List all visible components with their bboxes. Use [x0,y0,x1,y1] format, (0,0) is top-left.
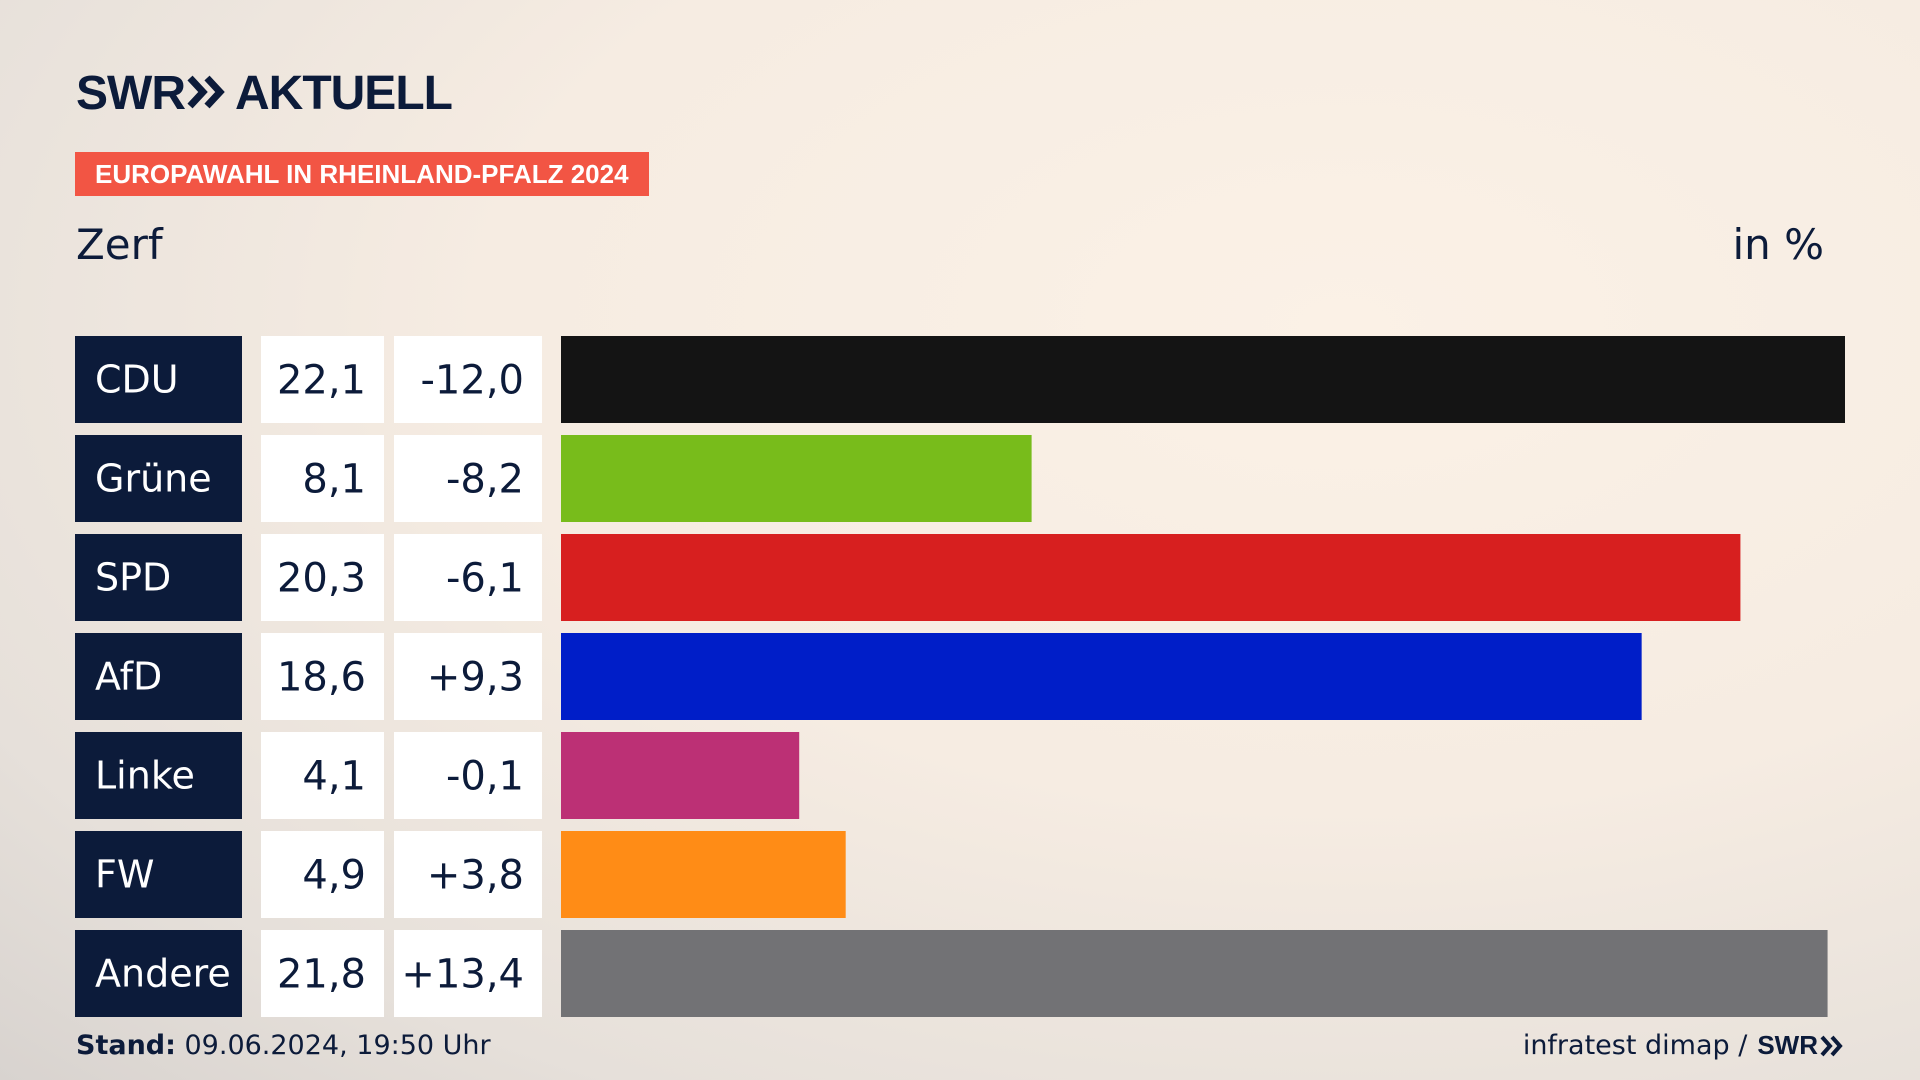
election-tag: EUROPAWAHL IN RHEINLAND-PFALZ 2024 [75,152,649,196]
change-box-afd [394,633,542,720]
change-label-afd: +9,3 [427,655,524,701]
value-label-fw: 4,9 [302,853,366,899]
source-credit: infratest dimap / SWR [1523,1030,1844,1061]
change-label-linke: -0,1 [446,754,524,800]
bar-linke [561,732,800,819]
change-box-gruene [394,435,542,522]
party-label-box-gruene [75,435,242,522]
double-chevron-icon [187,66,227,122]
place-title: Zerf [76,220,163,269]
change-box-linke [394,732,542,819]
party-label-spd: SPD [95,556,171,600]
party-label-box-fw [75,831,242,918]
party-label-andere: Andere [95,952,231,996]
swr-mini-logo: SWR [1757,1030,1844,1061]
party-label-box-spd [75,534,242,621]
change-label-fw: +3,8 [427,853,524,899]
party-label-box-cdu [75,336,242,423]
change-box-andere [394,930,542,1017]
value-box-andere [261,930,384,1017]
change-box-fw [394,831,542,918]
change-box-cdu [394,336,542,423]
change-label-spd: -6,1 [446,556,524,602]
value-box-cdu [261,336,384,423]
value-label-cdu: 22,1 [277,358,366,404]
change-label-cdu: -12,0 [421,358,525,404]
party-label-box-linke [75,732,242,819]
logo-aktuell-text: AKTUELL [234,67,453,120]
party-label-fw: FW [95,853,154,897]
value-label-spd: 20,3 [277,556,366,602]
bar-gruene [561,435,1032,522]
mini-logo-text: SWR [1757,1030,1818,1060]
value-label-andere: 21,8 [277,952,366,998]
change-label-gruene: -8,2 [446,457,524,503]
logo-swr-text: SWR [76,67,186,120]
bar-cdu [561,336,1845,423]
value-box-linke [261,732,384,819]
party-label-box-afd [75,633,242,720]
party-label-linke: Linke [95,754,195,798]
source-text: infratest dimap / [1522,1030,1748,1061]
party-label-cdu: CDU [95,358,179,402]
bar-spd [561,534,1741,621]
bar-andere [561,930,1828,1017]
unit-label: in % [1732,220,1824,269]
stand-value: 09.06.2024, 19:50 Uhr [175,1030,491,1061]
bar-fw [561,831,846,918]
party-label-box-andere [75,930,242,1017]
party-label-afd: AfD [95,655,162,699]
value-box-spd [261,534,384,621]
stand-label: Stand: [76,1030,176,1061]
value-box-afd [261,633,384,720]
value-label-afd: 18,6 [277,655,366,701]
party-label-gruene: Grüne [95,457,212,501]
timestamp: Stand: 09.06.2024, 19:50 Uhr [76,1030,491,1061]
value-box-gruene [261,435,384,522]
value-label-linke: 4,1 [302,754,366,800]
value-label-gruene: 8,1 [302,457,366,503]
swr-aktuell-logo: SWR AKTUELL [76,66,453,122]
change-box-spd [394,534,542,621]
value-box-fw [261,831,384,918]
bar-afd [561,633,1642,720]
change-label-andere: +13,4 [401,952,524,998]
